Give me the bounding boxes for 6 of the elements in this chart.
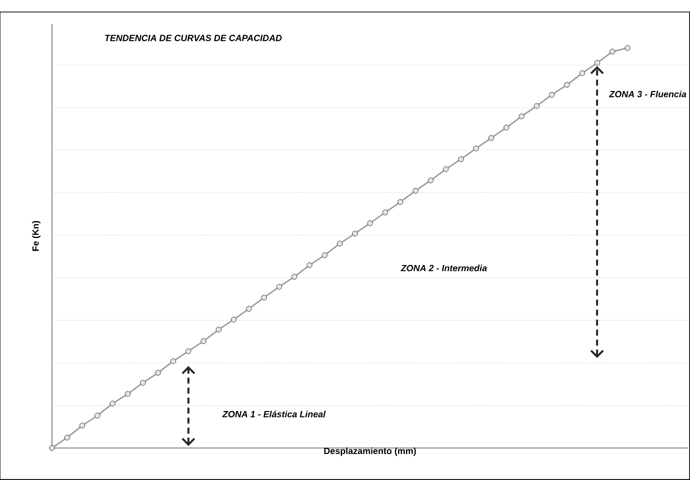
- annotation: ZONA 2 - Intermedia: [400, 264, 487, 272]
- y-axis-title: Fe (Kn): [32, 220, 40, 251]
- annotation: ZONA 3 - Fluencia: [609, 90, 686, 98]
- x-axis-title: Desplazamiento (mm): [324, 448, 416, 456]
- annotation: ZONA 1 - Elástica Lineal: [222, 410, 326, 418]
- chart-title: TENDENCIA DE CURVAS DE CAPACIDAD: [105, 34, 282, 42]
